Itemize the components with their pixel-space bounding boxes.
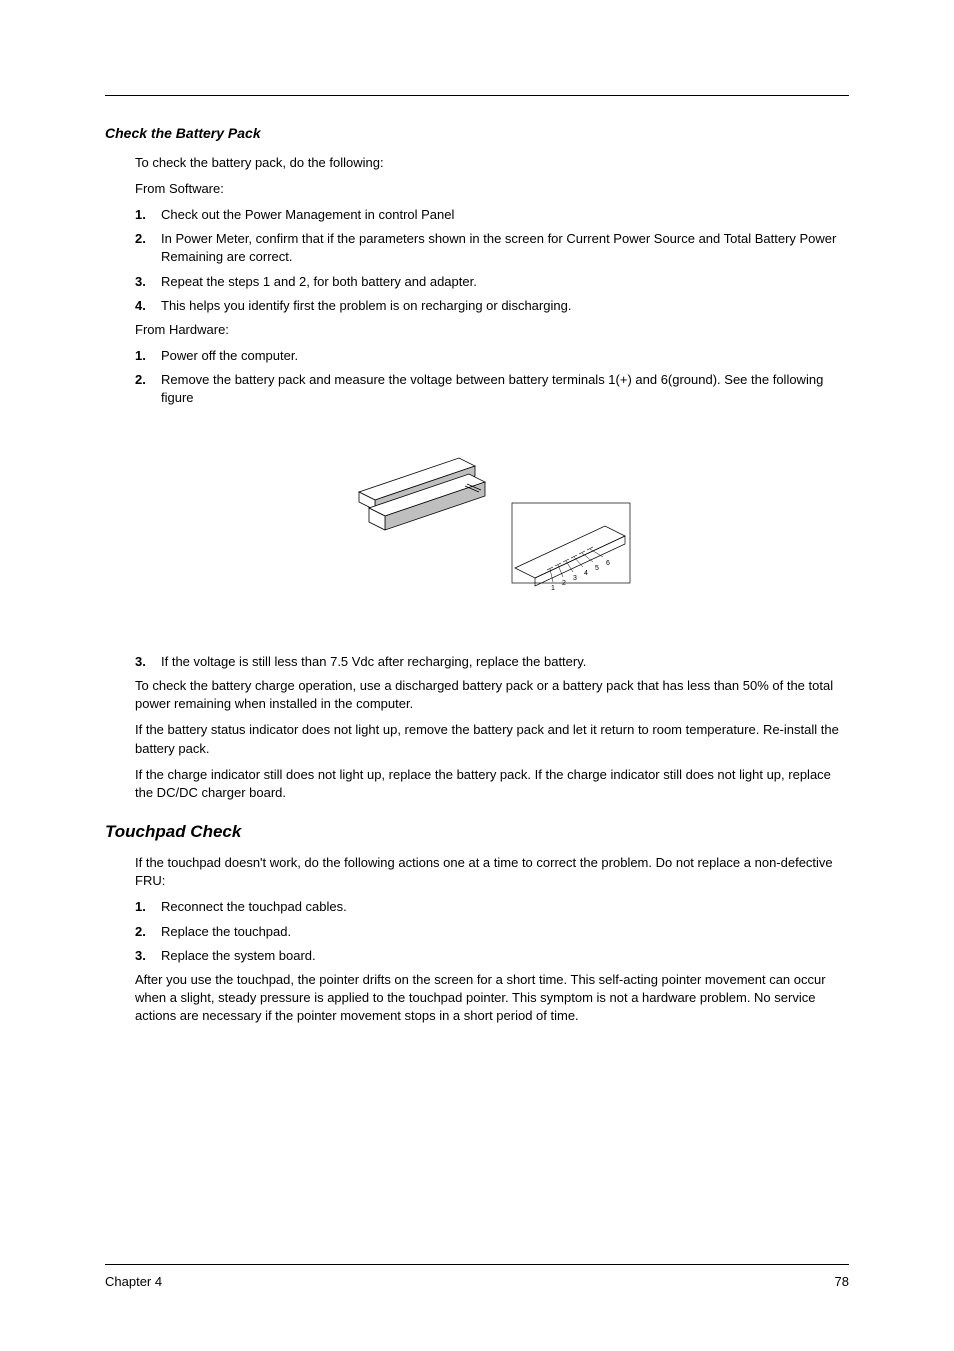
list-item: 2.Remove the battery pack and measure th…: [135, 371, 849, 407]
terminal-label: 4: [584, 570, 588, 577]
num-label: 3.: [135, 273, 161, 291]
step-text: Remove the battery pack and measure the …: [161, 371, 849, 407]
battery-diagram-icon: 1 2 3 4 5 6: [347, 448, 637, 608]
footer-chapter: Chapter 4: [105, 1273, 162, 1291]
num-label: 2.: [135, 923, 161, 941]
page-footer: Chapter 4 78: [105, 1264, 849, 1291]
terminal-label: 1: [551, 585, 555, 592]
step-text: In Power Meter, confirm that if the para…: [161, 230, 849, 266]
step-text: Replace the touchpad.: [161, 923, 849, 941]
list-item: 1.Reconnect the touchpad cables.: [135, 898, 849, 916]
touchpad-section-body: If the touchpad doesn't work, do the fol…: [135, 854, 849, 1026]
list-item: 3.Repeat the steps 1 and 2, for both bat…: [135, 273, 849, 291]
top-rule: [105, 95, 849, 96]
list-item: 3.Replace the system board.: [135, 947, 849, 965]
battery-section-body: To check the battery pack, do the follow…: [135, 154, 849, 803]
list-item: 4.This helps you identify first the prob…: [135, 297, 849, 315]
terminal-label: 2: [562, 580, 566, 587]
num-label: 2.: [135, 371, 161, 407]
heading-touchpad: Touchpad Check: [105, 820, 849, 844]
num-label: 3.: [135, 947, 161, 965]
step-text: Power off the computer.: [161, 347, 849, 365]
battery-intro-1: To check the battery pack, do the follow…: [135, 154, 849, 172]
step-text: Check out the Power Management in contro…: [161, 206, 849, 224]
touchpad-p1: After you use the touchpad, the pointer …: [135, 971, 849, 1026]
num-label: 3.: [135, 653, 161, 671]
touchpad-steps-list: 1.Reconnect the touchpad cables. 2.Repla…: [135, 898, 849, 965]
battery-p1: To check the battery charge operation, u…: [135, 677, 849, 713]
num-label: 4.: [135, 297, 161, 315]
list-item: 1.Check out the Power Management in cont…: [135, 206, 849, 224]
list-item: 3.If the voltage is still less than 7.5 …: [135, 653, 849, 671]
step-text: If the voltage is still less than 7.5 Vd…: [161, 653, 849, 671]
battery-p2: If the battery status indicator does not…: [135, 721, 849, 757]
terminal-label: 5: [595, 565, 599, 572]
terminal-label: 3: [573, 575, 577, 582]
battery-p3: If the charge indicator still does not l…: [135, 766, 849, 802]
step-text: Replace the system board.: [161, 947, 849, 965]
num-label: 1.: [135, 206, 161, 224]
after-figure-list: 3.If the voltage is still less than 7.5 …: [135, 653, 849, 671]
terminal-label: 6: [606, 560, 610, 567]
battery-figure: 1 2 3 4 5 6: [135, 448, 849, 613]
battery-from-hardware: From Hardware:: [135, 321, 849, 339]
software-steps-list: 1.Check out the Power Management in cont…: [135, 206, 849, 315]
step-text: Reconnect the touchpad cables.: [161, 898, 849, 916]
step-text: This helps you identify first the proble…: [161, 297, 849, 315]
list-item: 2.Replace the touchpad.: [135, 923, 849, 941]
list-item: 2.In Power Meter, confirm that if the pa…: [135, 230, 849, 266]
touchpad-intro: If the touchpad doesn't work, do the fol…: [135, 854, 849, 890]
battery-from-software: From Software:: [135, 180, 849, 198]
num-label: 1.: [135, 898, 161, 916]
footer-page-number: 78: [835, 1273, 849, 1291]
step-text: Repeat the steps 1 and 2, for both batte…: [161, 273, 849, 291]
heading-battery-pack: Check the Battery Pack: [105, 124, 849, 144]
hardware-steps-list: 1.Power off the computer. 2.Remove the b…: [135, 347, 849, 408]
num-label: 1.: [135, 347, 161, 365]
num-label: 2.: [135, 230, 161, 266]
list-item: 1.Power off the computer.: [135, 347, 849, 365]
